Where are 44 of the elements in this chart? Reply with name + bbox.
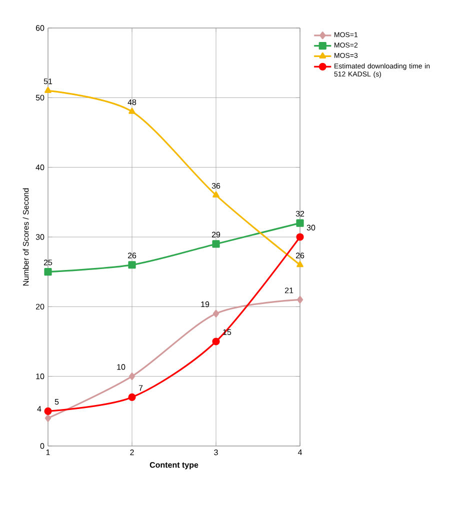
point — [44, 86, 52, 93]
data-label: 25 — [44, 260, 52, 266]
x-axis-title: Content type — [150, 462, 198, 470]
point — [128, 393, 136, 402]
point — [44, 407, 52, 415]
data-label: 26 — [128, 252, 136, 258]
x-tick-label: 1 — [46, 450, 50, 456]
point — [212, 310, 220, 318]
y-tick-label: 60 — [36, 25, 44, 31]
point — [128, 108, 136, 114]
point — [296, 261, 304, 268]
y-tick-label: 10 — [36, 374, 44, 380]
data-label: 26 — [296, 252, 304, 258]
y-tick-label: 20 — [36, 304, 44, 310]
data-label: 19 — [201, 301, 210, 308]
x-tick-label: 3 — [214, 450, 218, 456]
point — [296, 233, 304, 241]
data-label: 29 — [212, 232, 220, 238]
point — [128, 261, 136, 269]
x-tick-label: 2 — [130, 450, 134, 456]
data-label: 32 — [296, 210, 304, 217]
data-label: 10 — [117, 364, 126, 370]
x-tick-label: 4 — [298, 450, 302, 456]
y-axis-title: Number of Scores / Second — [22, 188, 29, 286]
point — [128, 372, 136, 380]
point — [212, 240, 220, 248]
data-label: 5 — [54, 399, 59, 405]
data-label: 36 — [212, 183, 220, 189]
data-label: 30 — [306, 224, 316, 230]
y-tick-label: 40 — [36, 164, 44, 170]
data-label: 48 — [128, 99, 136, 106]
point — [44, 414, 52, 422]
point — [296, 219, 304, 227]
point — [44, 268, 52, 276]
y-tick-label: 0 — [40, 443, 44, 449]
data-label: 21 — [284, 288, 294, 294]
point — [212, 338, 220, 346]
point — [212, 191, 220, 198]
y-tick-label: 30 — [36, 234, 44, 240]
data-label: 51 — [44, 78, 52, 84]
data-label: 4 — [37, 406, 42, 412]
point — [296, 296, 304, 304]
data-label: 7 — [138, 385, 143, 391]
y-tick-label: 50 — [36, 94, 44, 100]
